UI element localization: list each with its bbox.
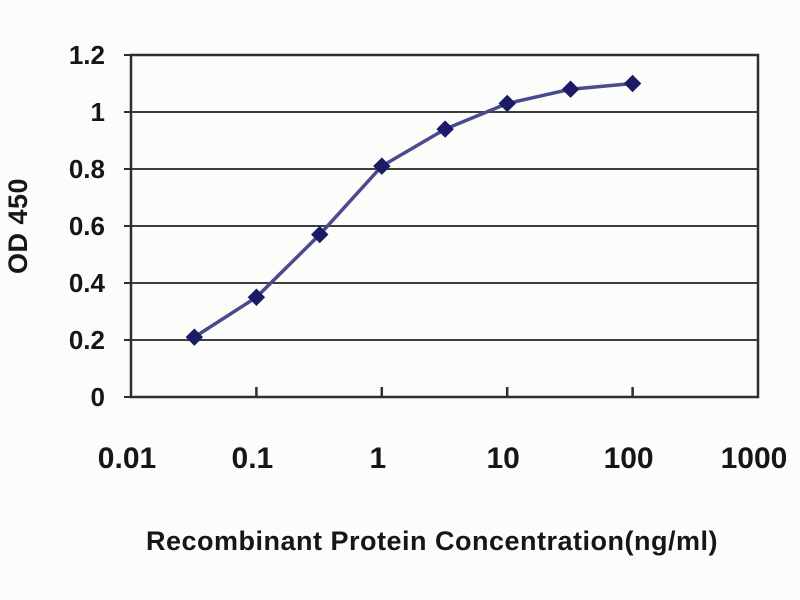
y-tick-label: 0.2 [69,325,105,355]
data-point-marker [311,225,329,244]
axes [124,53,760,399]
data-point-marker [623,74,642,93]
y-tick-label: 0.6 [69,211,105,241]
y-tick-label: 0 [91,382,105,412]
x-tick-label: 0.01 [98,442,156,475]
gridlines [131,54,758,341]
y-tick-label: 0.4 [69,268,106,298]
y-tick-label: 1.2 [69,40,105,70]
data-point-marker [498,94,516,113]
x-tick-label: 100 [604,442,654,475]
y-tick-label: 0.8 [69,154,105,184]
tick-labels: 0 0.2 0.4 0.6 0.8 1 1.2 0.01 0.1 1 10 100 1000 [69,40,788,475]
data-point-marker [373,157,391,175]
x-tick-label: 1 [369,442,386,475]
series-line [193,81,633,339]
data-series [185,74,642,346]
x-axis-title: Recombinant Protein Concentration(ng/ml) [146,526,718,556]
y-axis-title: OD 450 [3,178,33,274]
x-tick-label: 1000 [721,442,788,475]
data-point-marker [561,80,580,98]
x-tick-label: 0.1 [232,442,274,475]
y-tick-label: 1 [91,97,105,127]
data-point-marker [247,288,266,306]
x-tick-label: 10 [487,442,520,475]
data-point-marker [436,120,454,138]
data-point-marker [185,328,204,346]
